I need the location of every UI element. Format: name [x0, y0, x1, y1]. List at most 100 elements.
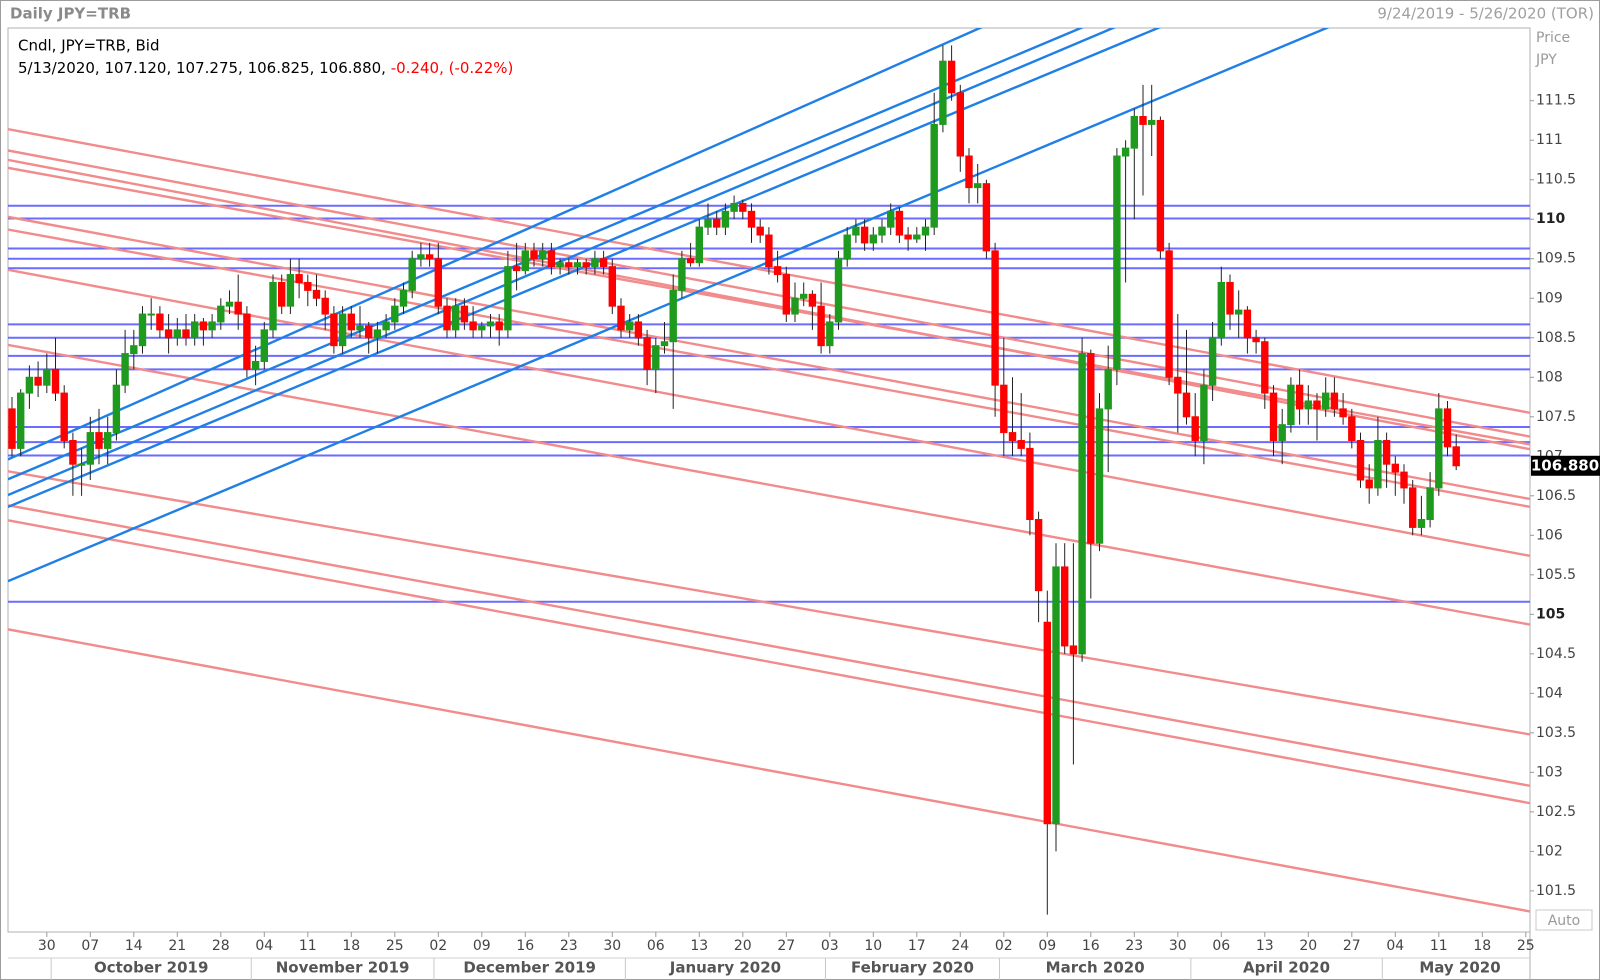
- candle-body: [704, 218, 712, 228]
- y-tick-label: 110: [1536, 211, 1565, 227]
- candle-body: [1374, 439, 1382, 489]
- candle-body: [773, 266, 782, 276]
- x-tick-label: 20: [1299, 938, 1317, 954]
- last-price-box: [1531, 455, 1600, 476]
- candle-body: [956, 92, 964, 157]
- support-line: [8, 28, 1117, 497]
- x-tick-label: 04: [1386, 938, 1404, 954]
- y-tick-label: 109: [1536, 290, 1563, 306]
- y-tick-label: 104.5: [1536, 646, 1576, 662]
- candle-body: [634, 321, 643, 339]
- candle-body: [739, 202, 747, 212]
- x-tick-label: 03: [821, 938, 839, 954]
- candle-body: [434, 258, 443, 307]
- candle-body: [1435, 408, 1443, 489]
- candle-body: [1348, 416, 1356, 441]
- candle-body: [452, 305, 460, 331]
- candle-body: [338, 313, 347, 347]
- candle-body: [504, 266, 512, 331]
- y-tick-label: 107.5: [1536, 409, 1576, 425]
- candle-body: [1443, 408, 1452, 448]
- candle-body: [1400, 471, 1408, 489]
- candle-body: [60, 392, 68, 441]
- candle-body: [599, 258, 608, 268]
- resistance-line: [8, 470, 1530, 736]
- x-tick-label: 23: [1125, 938, 1143, 954]
- candle-body: [286, 274, 295, 307]
- candle-body: [1034, 519, 1043, 592]
- scale-mode[interactable]: Auto: [1548, 913, 1581, 929]
- candle-body: [417, 254, 425, 260]
- candle-body: [478, 325, 486, 331]
- candle-body: [1191, 416, 1199, 441]
- candle-body: [86, 432, 94, 465]
- y-tick-label: 105: [1536, 606, 1565, 622]
- candle-body: [895, 210, 904, 236]
- scale-mode-box[interactable]: [1535, 909, 1593, 931]
- candle-body: [617, 305, 625, 331]
- candle-body: [382, 321, 390, 331]
- last-price-label: 106.880: [1531, 456, 1599, 474]
- resistance-line: [8, 504, 1530, 787]
- candle-body: [982, 183, 991, 252]
- candle-body: [495, 321, 503, 331]
- resistance-line: [8, 628, 1530, 913]
- candle-body: [356, 325, 364, 331]
- candle-body: [756, 226, 764, 236]
- resistance-line: [8, 519, 1530, 805]
- candle-body: [1252, 337, 1260, 343]
- candle-body: [164, 329, 173, 339]
- candle-body: [365, 325, 373, 339]
- candle-body: [852, 226, 860, 236]
- candle-body: [730, 202, 738, 212]
- candle-body: [1235, 309, 1243, 315]
- x-tick-label: 30: [1169, 938, 1187, 954]
- candle-body: [660, 341, 669, 347]
- candle-body: [225, 301, 234, 307]
- candle-body: [1008, 432, 1017, 441]
- candle-body: [95, 432, 103, 449]
- candle-body: [1148, 119, 1156, 125]
- candle-body: [669, 289, 677, 343]
- candle-body: [1452, 446, 1460, 467]
- x-tick-label: 11: [1430, 938, 1448, 954]
- candle-body: [573, 262, 582, 268]
- candle-body: [1356, 439, 1365, 481]
- x-tick-label: 13: [1256, 938, 1274, 954]
- chart-title: Daily JPY=TRB: [10, 5, 131, 23]
- y-tick-label: 102: [1536, 843, 1563, 859]
- candle-body: [1339, 408, 1347, 418]
- x-tick-label: 09: [1038, 938, 1056, 954]
- x-tick-label: 24: [951, 938, 969, 954]
- candle-body: [1217, 281, 1225, 339]
- candle-body: [1208, 337, 1217, 386]
- x-tick-label: 28: [212, 938, 230, 954]
- month-label: January 2020: [669, 959, 781, 977]
- x-tick-label: 11: [299, 938, 317, 954]
- candle-body: [1165, 250, 1173, 378]
- x-tick-label: 10: [864, 938, 882, 954]
- x-tick-label: 07: [81, 938, 99, 954]
- candle-body: [130, 345, 138, 355]
- resistance-line: [8, 343, 1530, 626]
- candle-body: [173, 329, 182, 339]
- candle-body: [1043, 621, 1051, 825]
- x-tick-label: 18: [342, 938, 360, 954]
- candle-body: [939, 60, 947, 125]
- candle-body: [425, 254, 434, 260]
- candle-body: [1243, 309, 1252, 339]
- candle-body: [1200, 384, 1208, 441]
- y-tick-label: 104: [1536, 685, 1563, 701]
- x-tick-label: 16: [1082, 938, 1100, 954]
- candle-body: [1174, 376, 1182, 394]
- y-tick-label: 102.5: [1536, 804, 1576, 820]
- candle-body: [104, 432, 112, 449]
- x-tick-label: 02: [995, 938, 1013, 954]
- candle-body: [608, 266, 616, 307]
- candle-body: [1269, 392, 1278, 441]
- candle-body: [156, 313, 164, 331]
- candle-body: [469, 321, 477, 331]
- candle-body: [69, 439, 77, 465]
- y-tick-label: 109.5: [1536, 251, 1576, 267]
- candle-body: [399, 289, 408, 307]
